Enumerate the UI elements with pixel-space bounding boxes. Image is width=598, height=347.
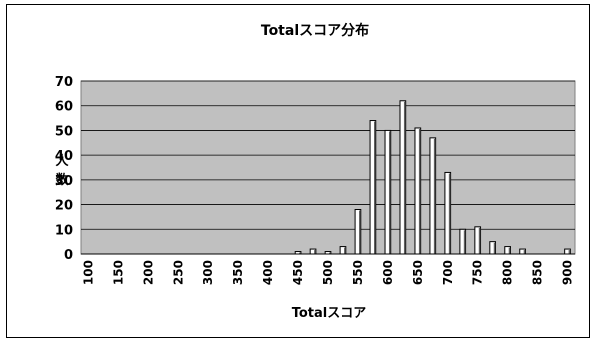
y-tick-label: 40 — [55, 149, 73, 164]
chart-frame: Totalスコア分布 0 10 20 30 40 50 60 70 100 150 200 250 3… — [6, 4, 590, 338]
plot-area — [80, 80, 576, 255]
y-axis-label: 人数 — [55, 153, 69, 188]
x-tick-label: 300 — [201, 260, 215, 285]
x-tick-label: 850 — [531, 260, 545, 285]
x-axis-label: Totalスコア — [292, 306, 367, 321]
chart-svg: Totalスコア分布 0 10 20 30 40 50 60 70 100 150 200 250 3… — [55, 22, 576, 321]
y-tick-label: 60 — [55, 100, 73, 115]
y-axis-label-char: 人 — [55, 153, 69, 169]
y-tick-label: 10 — [55, 223, 73, 238]
x-tick-label: 600 — [381, 260, 395, 285]
y-tick-label: 20 — [55, 199, 73, 214]
x-tick-label: 400 — [261, 260, 275, 285]
x-tick-label: 200 — [141, 260, 155, 285]
x-tick-label: 350 — [231, 260, 245, 285]
x-tick-label: 250 — [171, 260, 185, 285]
y-tick-label: 70 — [55, 75, 73, 90]
x-tick-label: 450 — [291, 260, 305, 285]
y-tick-label: 0 — [64, 248, 73, 263]
x-tick-label: 100 — [81, 260, 95, 285]
x-tick-label: 650 — [411, 260, 425, 285]
x-tick-labels: 100 150 200 250 300 350 400 450 500 550 600 650 700 7… — [81, 260, 574, 285]
gridlines — [81, 80, 575, 230]
x-tick-label: 800 — [501, 260, 515, 285]
x-tick-label: 500 — [321, 260, 335, 285]
x-tick-label: 900 — [561, 260, 575, 285]
x-tick-label: 550 — [351, 260, 365, 285]
x-tick-label: 750 — [471, 260, 485, 285]
chart-title: Totalスコア分布 — [261, 22, 369, 39]
y-tick-labels: 0 10 20 30 40 50 60 70 — [55, 75, 73, 263]
y-tick-label: 50 — [55, 124, 73, 139]
y-tick-label: 30 — [55, 174, 73, 189]
x-tick-label: 700 — [441, 260, 455, 285]
y-axis-label-char: 数 — [55, 172, 69, 188]
x-tick-label: 150 — [111, 260, 125, 285]
